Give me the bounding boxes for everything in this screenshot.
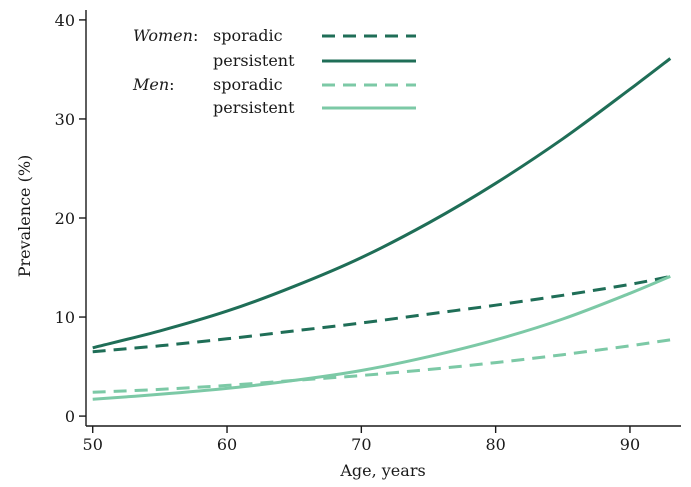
legend-group-separator: : [193,26,198,45]
series-line-0 [92,274,671,354]
x-axis-label: Age, years [339,461,425,480]
y-tick-label: 30 [55,110,75,129]
series-line-3 [92,275,671,401]
series-line-1 [92,57,672,350]
legend: Women: sporadic persistent Men: sporadic pers… [132,26,416,117]
x-tick-label: 50 [83,435,103,454]
x-tick-label: 70 [351,435,371,454]
legend-entry-label: sporadic [213,75,283,94]
legend-group-separator: : [169,75,174,94]
series-line-2 [92,338,671,394]
legend-entry-label: persistent [213,98,295,117]
y-tick-label: 0 [65,407,75,426]
axes: 50 60 70 80 90 0 10 20 30 40 [55,10,681,454]
y-tick-label: 10 [55,308,75,327]
x-tick-label: 90 [620,435,640,454]
legend-group-label: Men [132,75,169,94]
series-lines [92,57,672,401]
legend-entry-label: persistent [213,51,295,70]
y-tick-label: 40 [55,11,75,30]
legend-group-label: Women [133,26,193,45]
y-tick-label: 20 [55,209,75,228]
x-tick-label: 60 [217,435,237,454]
x-tick-label: 80 [485,435,505,454]
legend-entry-label: sporadic [213,26,283,45]
y-axis-label: Prevalence (%) [15,155,34,278]
